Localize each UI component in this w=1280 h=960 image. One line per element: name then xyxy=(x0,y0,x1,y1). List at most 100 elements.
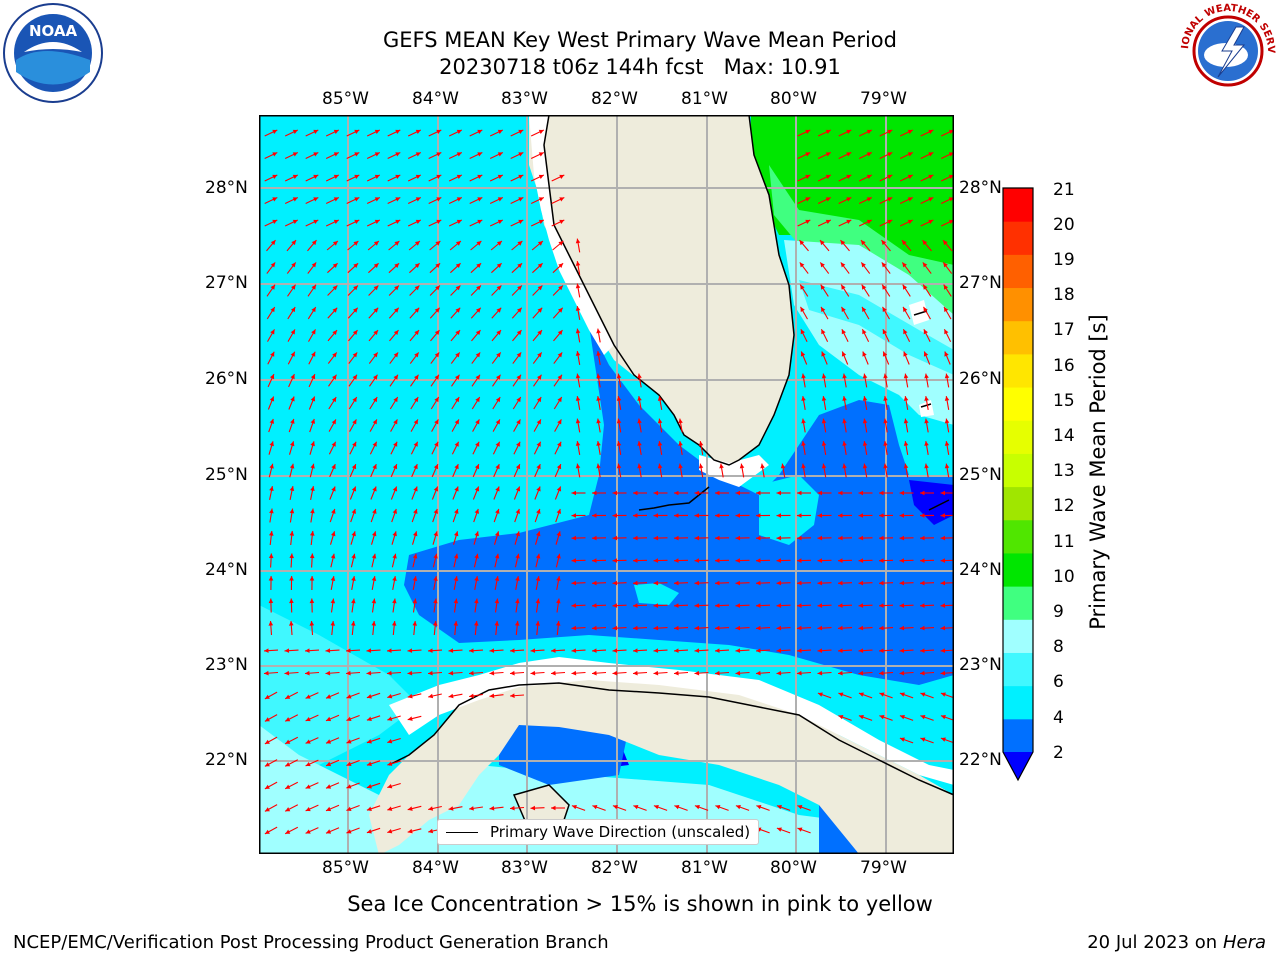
wave-arrow-head xyxy=(436,219,442,224)
colorbar-tick: 18 xyxy=(1053,285,1075,305)
wave-arrow-head xyxy=(332,241,338,246)
wave-arrow-head xyxy=(653,648,659,653)
wave-arrow-head xyxy=(923,284,928,290)
wave-arrow-head xyxy=(413,397,419,403)
wave-arrow-head xyxy=(817,580,823,586)
wave-arrow-head xyxy=(940,648,946,653)
wave-arrow-head xyxy=(735,535,741,541)
wave-arrow-head xyxy=(372,531,377,537)
wave-arrow-head xyxy=(346,694,352,699)
wave-arrow-head xyxy=(907,174,913,179)
wave-arrow-head xyxy=(326,739,332,744)
wave-arrow-head xyxy=(612,535,618,541)
wave-arrow-head xyxy=(616,418,622,424)
wave-arrow-head xyxy=(269,508,274,514)
wave-arrow-head xyxy=(313,152,319,157)
florida-land xyxy=(529,115,794,465)
wave-arrow-head xyxy=(557,397,562,403)
wave-arrow-head xyxy=(366,739,372,744)
wave-arrow-head xyxy=(346,648,351,653)
cyan-north-cuba xyxy=(509,643,954,715)
wave-arrow-head xyxy=(535,598,541,604)
wave-arrow-head xyxy=(923,329,928,335)
colorbar-outline xyxy=(1002,187,1034,782)
wave-arrow-head xyxy=(352,441,357,447)
wave-arrow-head xyxy=(289,531,295,536)
wave-arrow-head xyxy=(515,486,521,492)
wave-arrow-head xyxy=(944,418,950,424)
wave-arrow-head xyxy=(653,805,659,810)
wave-arrow-head xyxy=(353,285,358,291)
wave-arrow-head xyxy=(903,306,908,312)
lon-label-top: 81°W xyxy=(681,89,728,109)
wave-arrow-head xyxy=(272,219,278,224)
wave-arrow-head xyxy=(515,531,520,537)
wave-arrow-head xyxy=(899,625,905,631)
wave-arrow-head xyxy=(346,806,352,811)
wave-arrow-head xyxy=(902,284,908,290)
wave-arrow-head xyxy=(879,535,884,541)
wave-arrow-head xyxy=(515,598,520,604)
wave-arrow-head xyxy=(846,129,852,134)
wave-arrow-head xyxy=(407,806,413,811)
wave-arrow-head xyxy=(476,241,482,246)
wave-arrow-head xyxy=(817,603,823,608)
wave-arrow-head xyxy=(637,463,642,469)
wave-arrow-head xyxy=(653,603,659,608)
lat-label-right: 26°N xyxy=(959,369,1002,389)
wave-arrow-head xyxy=(715,580,720,586)
wave-arrow-head xyxy=(694,805,700,810)
wave-arrow-head xyxy=(305,784,311,789)
wave-arrow-head xyxy=(944,441,950,446)
wave-arrow-head xyxy=(842,418,847,424)
wave-arrow-head xyxy=(387,716,393,721)
wave-arrow-head xyxy=(551,648,556,653)
wave-arrow-head xyxy=(374,152,380,157)
cuba-south-land xyxy=(799,775,954,854)
wave-arrow-head xyxy=(455,330,460,335)
wave-arrow-head xyxy=(928,197,934,202)
wave-arrow-head xyxy=(920,558,925,563)
wave-arrow-head xyxy=(616,373,622,379)
wave-arrow-head xyxy=(372,419,377,425)
wave-arrow-head xyxy=(862,329,867,335)
wave-arrow-head xyxy=(325,648,331,653)
colorbar-tick: 14 xyxy=(1053,426,1075,446)
lon-label-top: 79°W xyxy=(860,89,907,109)
wave-arrow-head xyxy=(455,374,460,380)
wave-arrow-head xyxy=(455,241,461,246)
wave-arrow-head xyxy=(407,670,413,676)
wave-arrow-head xyxy=(392,464,398,470)
wave-arrow-head xyxy=(817,513,822,518)
wave-arrow-head xyxy=(433,508,438,514)
wave-arrow-head xyxy=(801,396,806,401)
wave-arrow-head xyxy=(354,219,360,224)
wave-arrow-head xyxy=(331,464,336,470)
wave-arrow-head xyxy=(373,285,379,291)
wave-arrow-head xyxy=(536,464,541,470)
wave-arrow-head xyxy=(387,806,393,811)
wave-arrow-head xyxy=(373,307,379,313)
lon-label-bottom: 81°W xyxy=(681,858,728,878)
wave-arrow-head xyxy=(536,397,542,403)
wave-arrow-head xyxy=(373,241,379,246)
wave-arrow-head xyxy=(285,807,291,812)
wave-arrow-head xyxy=(944,329,949,335)
wave-arrow-head xyxy=(923,351,929,357)
wave-arrow-head xyxy=(883,463,888,469)
wave-arrow-head xyxy=(922,240,928,246)
wave-arrow-head xyxy=(899,715,905,720)
wave-arrow-head xyxy=(285,829,291,834)
coastlines xyxy=(388,115,954,836)
wave-arrow-head xyxy=(838,558,843,563)
wave-arrow-head xyxy=(428,670,433,676)
lon-label-top: 84°W xyxy=(412,89,459,109)
colorbar-tick: 10 xyxy=(1053,567,1075,587)
wave-arrow-head xyxy=(633,805,639,810)
wave-arrow-head xyxy=(475,352,481,358)
wave-arrow-head xyxy=(596,441,601,446)
wave-arrow-head xyxy=(291,262,296,268)
wave-arrow-head xyxy=(392,621,397,626)
wave-arrow-head xyxy=(351,486,357,492)
wave-arrow-head xyxy=(448,648,454,653)
